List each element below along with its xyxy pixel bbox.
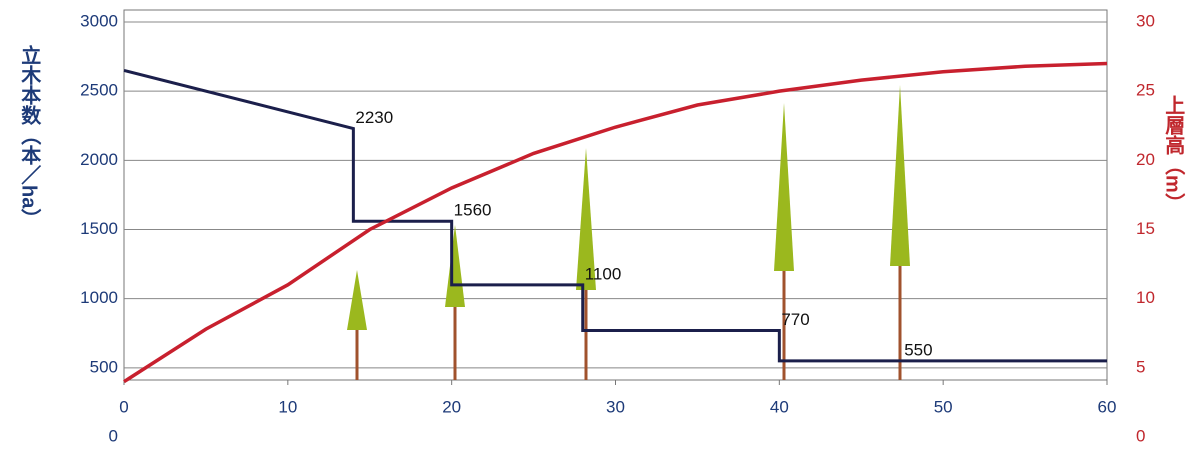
y2-tick-label: 0 [1136, 426, 1145, 445]
y-tick-label: 2500 [80, 81, 118, 100]
y-axis-title: 立木本数（本／ha） [18, 44, 42, 229]
y2-tick-label: 30 [1136, 11, 1155, 30]
data-label: 2230 [355, 108, 393, 127]
y-tick-label: 1500 [80, 219, 118, 238]
line-series [123, 61, 1108, 384]
y-tick-label: 3000 [80, 11, 118, 30]
y2-tick-label: 10 [1136, 288, 1155, 307]
data-label: 770 [781, 310, 809, 329]
x-tick-label: 50 [934, 397, 953, 416]
y2-tick-label: 5 [1136, 357, 1145, 376]
tree-crown [774, 103, 794, 271]
y-tick-label: 500 [90, 357, 118, 376]
plot-area [123, 9, 1108, 381]
tree-crown [890, 85, 910, 266]
y-tick-label: 2000 [80, 150, 118, 169]
y2-tick-label: 15 [1136, 219, 1155, 238]
y2-tick-label: 20 [1136, 150, 1155, 169]
data-label: 1100 [585, 264, 622, 283]
line-series [123, 68, 1107, 363]
x-tick-label: 20 [442, 397, 461, 416]
data-label: 1560 [454, 201, 492, 220]
y2-axis-title: 上層高（m） [1162, 95, 1185, 213]
x-tick-label: 40 [770, 397, 789, 416]
y2-tick-label: 25 [1136, 81, 1155, 100]
y-tick-label: 0 [109, 426, 118, 445]
x-tick-label: 0 [119, 397, 128, 416]
x-tick-label: 30 [606, 397, 625, 416]
x-tick-label: 10 [278, 397, 297, 416]
data-label: 550 [904, 340, 932, 359]
y-tick-label: 1000 [80, 288, 118, 307]
tree-crown [576, 148, 596, 290]
x-tick-label: 60 [1098, 397, 1117, 416]
tree-crown [347, 270, 367, 330]
tree-crown [445, 225, 465, 307]
